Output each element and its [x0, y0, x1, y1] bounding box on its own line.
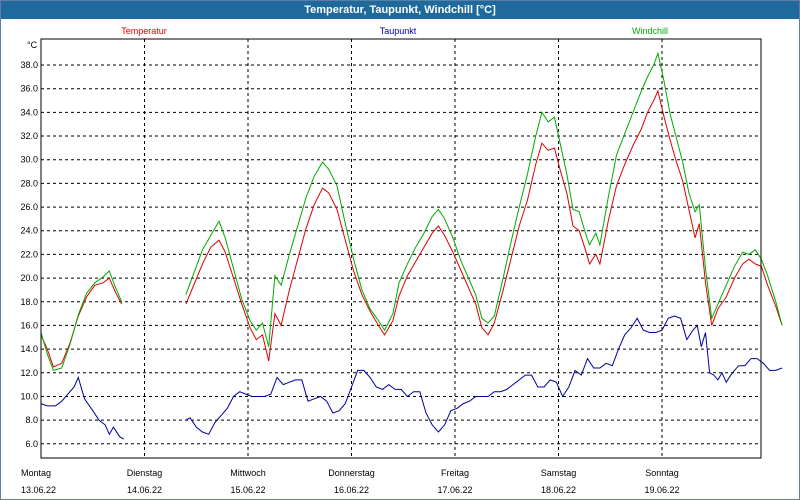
- series-line-taupunkt: [40, 376, 125, 440]
- legend-item-windchill: Windchill: [632, 26, 668, 36]
- x-tick-date: 14.06.22: [127, 485, 162, 495]
- y-tick-label: 24.0: [20, 226, 38, 236]
- x-tick-date: 15.06.22: [230, 485, 265, 495]
- y-tick-label: 30.0: [20, 155, 38, 165]
- y-tick-label: 36.0: [20, 84, 38, 94]
- x-tick-day: Sonntag: [645, 468, 679, 478]
- x-tick-date: 18.06.22: [541, 485, 576, 495]
- x-tick-day: Dienstag: [127, 468, 163, 478]
- legend: Temperatur Taupunkt Windchill: [121, 26, 668, 36]
- legend-item-taupunkt: Taupunkt: [380, 26, 417, 36]
- y-tick-label: 18.0: [20, 297, 38, 307]
- y-tick-label: 8.0: [25, 415, 38, 425]
- x-tick-day: Montag: [21, 468, 51, 478]
- x-tick-day: Samstag: [541, 468, 577, 478]
- x-tick-day: Mittwoch: [230, 468, 266, 478]
- series-line-windchill: [185, 51, 783, 347]
- legend-item-temperatur: Temperatur: [121, 26, 167, 36]
- x-tick-date: 17.06.22: [437, 485, 472, 495]
- series-line-windchill: [40, 270, 123, 372]
- y-tick-label: 34.0: [20, 107, 38, 117]
- plot-area-border: [40, 38, 762, 459]
- y-tick-label: 6.0: [25, 439, 38, 449]
- series-line-taupunkt: [185, 315, 783, 435]
- series-line-temperatur: [185, 89, 783, 362]
- y-tick-label: 10.0: [20, 391, 38, 401]
- x-tick-day: Donnerstag: [328, 468, 375, 478]
- y-tick-label: 22.0: [20, 249, 38, 259]
- y-axis: 6.0 8.0 10.0 12.0 14.0 16.0 18.0 20.0 22.0 24.0 26…: [20, 60, 38, 449]
- y-tick-label: 32.0: [20, 131, 38, 141]
- y-tick-label: 16.0: [20, 320, 38, 330]
- chart-title: Temperatur, Taupunkt, Windchill [°C]: [1, 1, 799, 19]
- y-tick-label: 28.0: [20, 178, 38, 188]
- series-lines: [40, 51, 783, 440]
- x-tick-day: Freitag: [441, 468, 469, 478]
- y-tick-label: 14.0: [20, 344, 38, 354]
- y-tick-label: 12.0: [20, 368, 38, 378]
- y-axis-unit: °C: [27, 40, 38, 50]
- y-tick-label: 20.0: [20, 273, 38, 283]
- x-tick-date: 13.06.22: [21, 485, 56, 495]
- series-line-temperatur: [40, 277, 123, 368]
- x-axis: Montag 13.06.22 Dienstag 14.06.22 Mittwoch 15…: [21, 468, 680, 495]
- x-tick-date: 16.06.22: [334, 485, 369, 495]
- y-tick-label: 26.0: [20, 202, 38, 212]
- y-tick-label: 38.0: [20, 60, 38, 70]
- x-tick-date: 19.06.22: [644, 485, 679, 495]
